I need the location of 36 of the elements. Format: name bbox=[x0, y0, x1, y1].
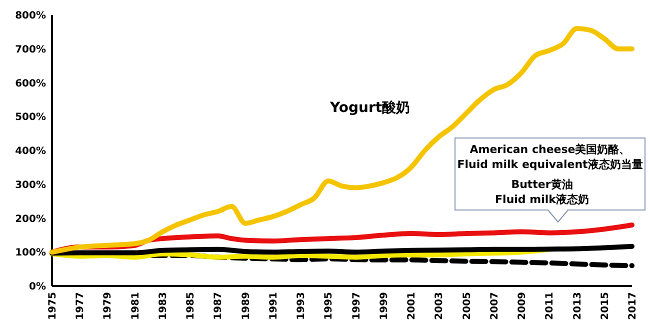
annotation: Yogurt酸奶 bbox=[329, 100, 410, 116]
x-tick-label: 2003 bbox=[434, 292, 446, 320]
x-tick-label: 1997 bbox=[351, 292, 362, 320]
x-tick-label: 2013 bbox=[572, 292, 584, 320]
x-tick-label: 2009 bbox=[517, 292, 528, 320]
y-tick-label: 200% bbox=[15, 214, 46, 225]
y-tick-label: 0% bbox=[29, 282, 46, 292]
y-tick-label: 400% bbox=[15, 146, 46, 157]
annotation: Fluid milk equivalent液态奶当量 bbox=[457, 158, 643, 171]
x-tick-label: 1977 bbox=[75, 292, 86, 320]
x-tick-label: 1979 bbox=[102, 292, 114, 320]
y-tick-label: 300% bbox=[15, 180, 46, 191]
x-tick-label: 2015 bbox=[600, 292, 611, 320]
x-tick-label: 1987 bbox=[213, 292, 224, 320]
x-tick-label: 1983 bbox=[158, 292, 169, 320]
x-tick-label: 1999 bbox=[378, 292, 390, 320]
annotation: Butter黄油 bbox=[511, 178, 573, 191]
x-tick-label: 2001 bbox=[406, 292, 418, 320]
x-tick-label: 1981 bbox=[130, 292, 142, 320]
y-tick-label: 700% bbox=[15, 44, 46, 56]
x-tick-label: 1975 bbox=[48, 292, 58, 320]
x-tick-label: 1995 bbox=[324, 292, 335, 320]
y-tick-label: 800% bbox=[15, 10, 46, 22]
y-tick-label: 100% bbox=[15, 248, 46, 259]
annotation: American cheese美国奶酪、 bbox=[470, 143, 630, 156]
x-tick-label: 2005 bbox=[462, 292, 473, 320]
y-tick-label: 500% bbox=[15, 112, 46, 124]
x-tick-label: 1985 bbox=[186, 292, 197, 320]
x-tick-label: 1993 bbox=[296, 292, 308, 320]
x-tick-label: 1989 bbox=[240, 292, 252, 320]
x-tick-label: 1991 bbox=[268, 292, 280, 320]
x-tick-label: 2017 bbox=[628, 292, 638, 320]
x-tick-label: 2007 bbox=[489, 292, 500, 320]
annotation: Fluid milk液态奶 bbox=[495, 193, 589, 206]
y-tick-label: 600% bbox=[15, 78, 46, 90]
x-tick-label: 2011 bbox=[544, 292, 556, 320]
